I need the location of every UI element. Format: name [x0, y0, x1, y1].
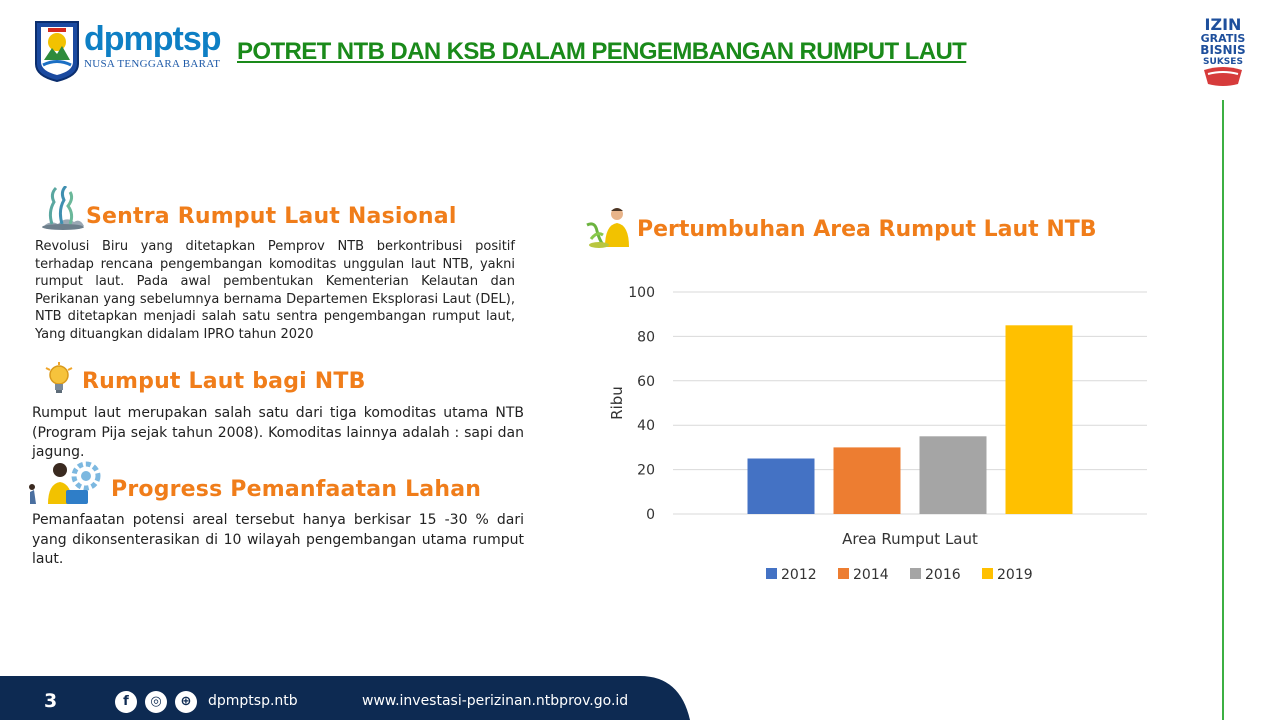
izin-logo-line: SUKSES — [1203, 57, 1243, 67]
izin-logo-line: GRATIS — [1201, 32, 1246, 45]
brand-region: NUSA TENGGARA BARAT — [84, 58, 221, 70]
chart-y-ticks: 0 20 40 60 80 100 — [628, 285, 655, 523]
chart-y-tick-label: 20 — [637, 463, 655, 479]
legend-swatch-2016 — [910, 568, 921, 579]
legend-swatch-2019 — [982, 568, 993, 579]
legend-swatch-2014 — [838, 568, 849, 579]
footer-band — [0, 676, 690, 720]
lightbulb-icon — [45, 362, 73, 393]
decorative-vertical-line — [1222, 100, 1224, 720]
page-title: POTRET NTB DAN KSB DALAM PENGEMBANGAN RU… — [237, 38, 967, 65]
section-text-rumput-laut-ntb: Rumput laut merupakan salah satu dari ti… — [32, 405, 524, 460]
chart-bar-2014 — [833, 447, 901, 514]
seaweed-icon — [42, 186, 84, 230]
website-link[interactable]: www.investasi-perizinan.ntbprov.go.id — [362, 693, 629, 709]
chart-y-tick-label: 80 — [637, 329, 655, 345]
legend-label-2012: 2012 — [781, 567, 817, 583]
section-title-rumput-laut-ntb: Rumput Laut bagi NTB — [82, 369, 366, 394]
dpmptsp-brand: dpmptsp NUSA TENGGARA BARAT — [84, 20, 222, 70]
izin-logo-line: IZIN — [1205, 15, 1242, 34]
chart-y-tick-label: 0 — [646, 507, 655, 523]
chart-bars — [747, 325, 1073, 514]
instagram-icon[interactable]: ◎ — [145, 691, 167, 713]
chart-y-axis-label: Ribu — [608, 386, 626, 420]
page-number: 3 — [44, 690, 58, 712]
section-title-sentra: Sentra Rumput Laut Nasional — [86, 204, 457, 229]
legend-label-2016: 2016 — [925, 567, 961, 583]
legend-label-2014: 2014 — [853, 567, 889, 583]
chart-y-tick-label: 60 — [637, 374, 655, 390]
section-title-progress: Progress Pemanfaatan Lahan — [111, 477, 482, 502]
legend-swatch-2012 — [766, 568, 777, 579]
chart-y-tick-label: 40 — [637, 418, 655, 434]
social-handle[interactable]: dpmptsp.ntb — [208, 693, 298, 709]
chart-bar-2019 — [1005, 325, 1073, 514]
chart-y-tick-label: 100 — [628, 285, 655, 301]
chart-bar-2012 — [747, 458, 815, 514]
worker-gears-icon — [29, 461, 101, 504]
legend-label-2019: 2019 — [997, 567, 1033, 583]
section-text-progress: Pemanfaatan potensi areal tersebut hanya… — [32, 512, 524, 567]
izin-logo-line: BISNIS — [1200, 43, 1245, 57]
chart-bar-2016 — [919, 436, 987, 514]
chart-x-axis-label: Area Rumput Laut — [842, 530, 978, 548]
izin-gratis-bisnis-sukses-logo: IZIN GRATIS BISNIS SUKSES — [1200, 15, 1246, 86]
section-text-sentra: Revolusi Biru yang ditetapkan Pemprov NT… — [35, 239, 515, 342]
ntb-crest-logo — [35, 21, 79, 82]
facebook-icon[interactable]: f — [115, 691, 137, 713]
chart-legend: 2012 2014 2016 2019 — [766, 567, 1033, 583]
globe-icon[interactable]: ⊕ — [175, 691, 197, 713]
brand-name: dpmptsp — [84, 20, 222, 58]
farmer-icon — [586, 208, 629, 248]
chart-title: Pertumbuhan Area Rumput Laut NTB — [637, 217, 1097, 242]
chart-gridlines — [673, 291, 1147, 515]
